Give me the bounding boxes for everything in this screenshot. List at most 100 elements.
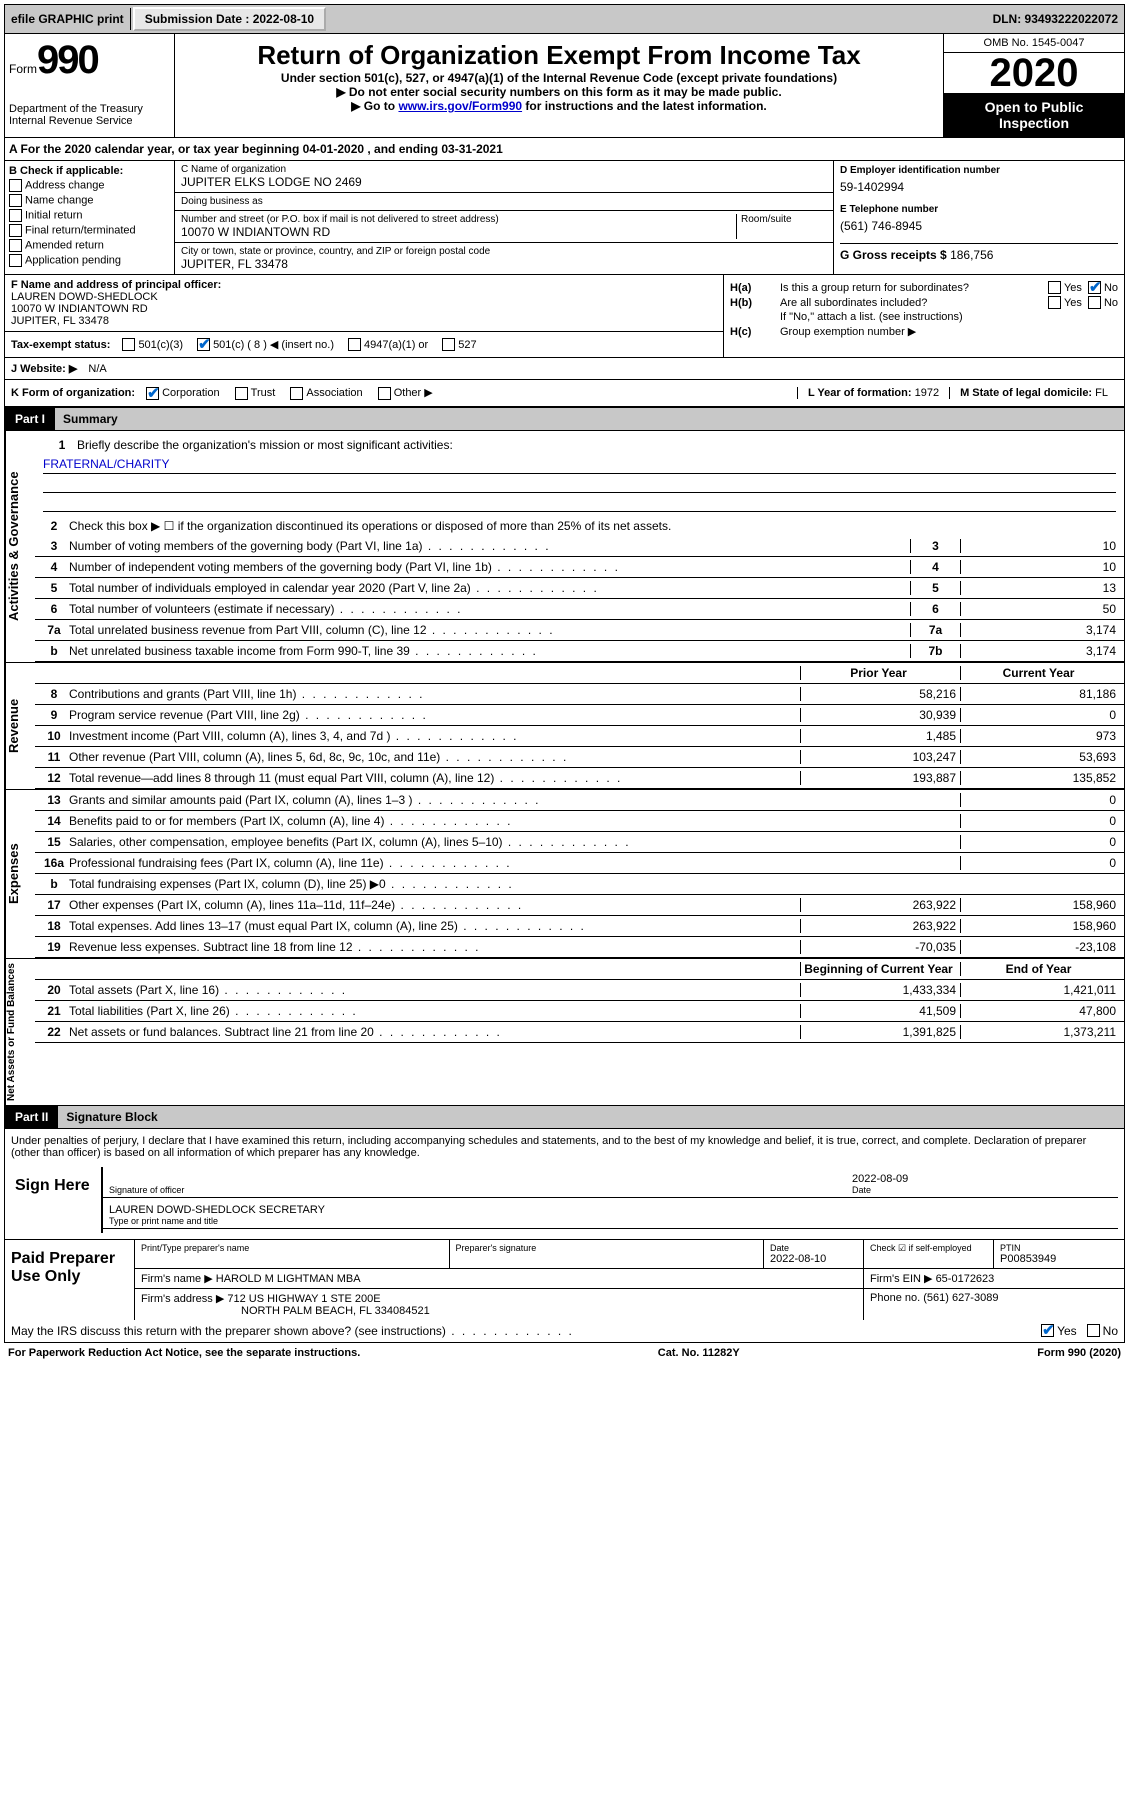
chk-application-pending[interactable]: Application pending bbox=[9, 254, 170, 267]
q2-num: 2 bbox=[39, 519, 69, 533]
summary-expenses: Expenses 13Grants and similar amounts pa… bbox=[4, 790, 1125, 959]
summary-row: bNet unrelated business taxable income f… bbox=[35, 641, 1124, 662]
chk-527[interactable] bbox=[442, 338, 455, 351]
row-num: 16a bbox=[39, 856, 69, 870]
part1-title: Summary bbox=[55, 408, 1124, 430]
firm-addr1: 712 US HIGHWAY 1 STE 200E bbox=[227, 1293, 380, 1305]
row-ref: 7a bbox=[910, 623, 960, 637]
chk-501c3[interactable] bbox=[122, 338, 135, 351]
c-addr-value: 10070 W INDIANTOWN RD bbox=[181, 225, 732, 239]
dept-label: Department of the Treasury bbox=[9, 103, 170, 115]
penalty-text: Under penalties of perjury, I declare th… bbox=[11, 1135, 1118, 1159]
summary-row: 3Number of voting members of the governi… bbox=[35, 536, 1124, 557]
hb-no[interactable] bbox=[1088, 296, 1101, 309]
row-text: Program service revenue (Part VIII, line… bbox=[69, 708, 800, 722]
chk-association[interactable] bbox=[290, 387, 303, 400]
summary-row: 6Total number of volunteers (estimate if… bbox=[35, 599, 1124, 620]
sig-date-label: Date bbox=[852, 1185, 1112, 1195]
row-bcde: B Check if applicable: Address change Na… bbox=[5, 161, 1124, 274]
row-num: 20 bbox=[39, 983, 69, 997]
b-opt-5: Application pending bbox=[25, 254, 121, 266]
chk-corporation[interactable] bbox=[146, 387, 159, 400]
firm-name: HAROLD M LIGHTMAN MBA bbox=[216, 1273, 361, 1285]
hb-note: If "No," attach a list. (see instruction… bbox=[730, 311, 1118, 323]
row-prior: 263,922 bbox=[800, 919, 960, 933]
summary-row: 20Total assets (Part X, line 16)1,433,33… bbox=[35, 980, 1124, 1001]
discuss-no[interactable] bbox=[1087, 1324, 1100, 1337]
hc-row: H(c) Group exemption number ▶ bbox=[730, 325, 1118, 338]
b-opt-0: Address change bbox=[25, 179, 105, 191]
inspection-label: Open to Public Inspection bbox=[944, 93, 1124, 137]
summary-row: 19Revenue less expenses. Subtract line 1… bbox=[35, 937, 1124, 958]
top-bar: efile GRAPHIC print Submission Date : 20… bbox=[4, 4, 1125, 34]
cat-no: Cat. No. 11282Y bbox=[658, 1347, 740, 1359]
governance-body: 1Briefly describe the organization's mis… bbox=[35, 431, 1124, 662]
c-name-label: C Name of organization bbox=[181, 164, 827, 175]
b-opt-2: Initial return bbox=[25, 209, 82, 221]
calendar-year-line: A For the 2020 calendar year, or tax yea… bbox=[5, 138, 1124, 161]
col-b: B Check if applicable: Address change Na… bbox=[5, 161, 175, 274]
summary-row: 16aProfessional fundraising fees (Part I… bbox=[35, 853, 1124, 874]
chk-initial-return[interactable]: Initial return bbox=[9, 209, 170, 222]
row-text: Number of voting members of the governin… bbox=[69, 539, 910, 553]
row-prior: 103,247 bbox=[800, 750, 960, 764]
c-city-value: JUPITER, FL 33478 bbox=[181, 257, 827, 271]
hdr-prior: Prior Year bbox=[800, 666, 960, 680]
discuss-yes[interactable] bbox=[1041, 1324, 1054, 1337]
form-number-box: Form990 Department of the Treasury Inter… bbox=[5, 34, 175, 137]
row-curr: 81,186 bbox=[960, 687, 1120, 701]
part2-header: Part II Signature Block bbox=[4, 1106, 1125, 1129]
chk-501c[interactable] bbox=[197, 338, 210, 351]
chk-address-change[interactable]: Address change bbox=[9, 179, 170, 192]
chk-other[interactable] bbox=[378, 387, 391, 400]
sig-officer-field[interactable]: Signature of officer 2022-08-09Date bbox=[103, 1171, 1118, 1198]
row-num: 12 bbox=[39, 771, 69, 785]
prep-ptin: P00853949 bbox=[1000, 1253, 1118, 1265]
discuss-text: May the IRS discuss this return with the… bbox=[11, 1324, 1041, 1338]
chk-amended-return[interactable]: Amended return bbox=[9, 239, 170, 252]
ha-row: H(a) Is this a group return for subordin… bbox=[730, 281, 1118, 294]
preparer-title: Paid Preparer Use Only bbox=[5, 1240, 135, 1320]
row-i: Tax-exempt status: 501(c)(3) 501(c) ( 8 … bbox=[5, 331, 723, 357]
b-opt-4: Amended return bbox=[25, 239, 104, 251]
q1-text: Briefly describe the organization's miss… bbox=[77, 438, 1112, 452]
net-header-row: Beginning of Current Year End of Year bbox=[35, 959, 1124, 980]
summary-row: bTotal fundraising expenses (Part IX, co… bbox=[35, 874, 1124, 895]
row-text: Total expenses. Add lines 13–17 (must eq… bbox=[69, 919, 800, 933]
expenses-body: 13Grants and similar amounts paid (Part … bbox=[35, 790, 1124, 958]
firm-ein: 65-0172623 bbox=[936, 1273, 995, 1285]
m-label: M State of legal domicile: bbox=[960, 387, 1095, 399]
hb-yes[interactable] bbox=[1048, 296, 1061, 309]
f-name: LAUREN DOWD-SHEDLOCK bbox=[11, 291, 717, 303]
col-f: F Name and address of principal officer:… bbox=[5, 275, 724, 357]
mission-text: FRATERNAL/CHARITY bbox=[43, 455, 1116, 474]
row-j: J Website: ▶ N/A bbox=[5, 357, 1124, 379]
chk-name-change[interactable]: Name change bbox=[9, 194, 170, 207]
sig-officer-label: Signature of officer bbox=[109, 1185, 852, 1195]
irs-link[interactable]: www.irs.gov/Form990 bbox=[398, 99, 522, 113]
row-text: Salaries, other compensation, employee b… bbox=[69, 835, 800, 849]
f-city: JUPITER, FL 33478 bbox=[11, 315, 717, 327]
c-city-label: City or town, state or province, country… bbox=[181, 246, 827, 257]
j-left: J Website: ▶ N/A bbox=[11, 362, 711, 375]
chk-final-return[interactable]: Final return/terminated bbox=[9, 224, 170, 237]
row-num: 14 bbox=[39, 814, 69, 828]
tax-year: 2020 bbox=[944, 53, 1124, 93]
hdr-curr: Current Year bbox=[960, 666, 1120, 680]
prep-date: 2022-08-10 bbox=[770, 1253, 857, 1265]
f-label: F Name and address of principal officer: bbox=[11, 279, 717, 291]
chk-4947[interactable] bbox=[348, 338, 361, 351]
prep-print-label: Print/Type preparer's name bbox=[141, 1243, 443, 1253]
firm-addr2: NORTH PALM BEACH, FL 334084521 bbox=[241, 1305, 430, 1317]
submission-date-button[interactable]: Submission Date : 2022-08-10 bbox=[133, 7, 326, 31]
row-num: 9 bbox=[39, 708, 69, 722]
mission-box: 1Briefly describe the organization's mis… bbox=[35, 431, 1124, 516]
row-val: 13 bbox=[960, 581, 1120, 595]
row-num: 11 bbox=[39, 750, 69, 764]
ha-no[interactable] bbox=[1088, 281, 1101, 294]
hc-label: H(c) bbox=[730, 326, 780, 338]
chk-trust[interactable] bbox=[235, 387, 248, 400]
hc-text: Group exemption number ▶ bbox=[780, 325, 1118, 338]
ha-yes[interactable] bbox=[1048, 281, 1061, 294]
summary-row: 12Total revenue—add lines 8 through 11 (… bbox=[35, 768, 1124, 789]
